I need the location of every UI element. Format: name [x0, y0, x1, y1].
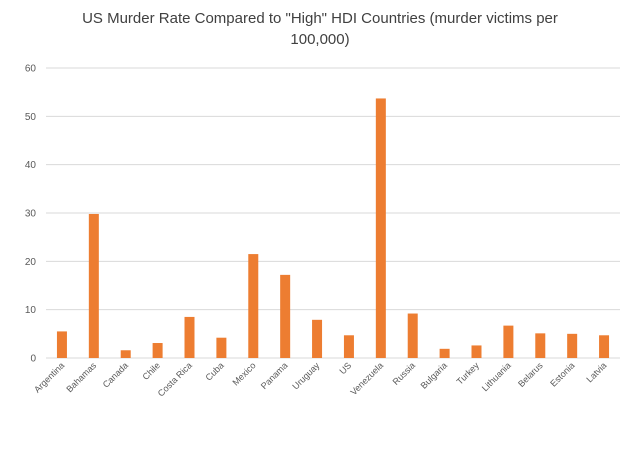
bar-argentina: [56, 331, 67, 358]
bar-turkey: [471, 345, 482, 358]
x-tick-label: Estonia: [548, 360, 576, 388]
x-tick-label: Russia: [391, 360, 418, 387]
y-tick-label: 60: [25, 64, 37, 75]
x-tick-label: Belarus: [516, 360, 545, 389]
y-axis-tick-labels: 0 10 20 30 40 50 60: [25, 64, 37, 365]
x-tick-label: Bulgaria: [419, 360, 449, 390]
bar-bahamas: [88, 213, 99, 358]
x-tick-label: Mexico: [230, 360, 257, 387]
x-tick-label: Argentina: [32, 360, 66, 394]
bar-venezuela: [375, 98, 386, 358]
bar-belarus: [535, 333, 546, 358]
x-tick-label: Chile: [140, 360, 162, 382]
bar-uruguay: [312, 319, 323, 358]
bar-bulgaria: [439, 348, 450, 358]
bar-mexico: [248, 254, 259, 358]
x-tick-label: Panama: [259, 360, 290, 391]
x-tick-label: Costa Rica: [156, 360, 194, 398]
bar-chile: [152, 343, 163, 358]
x-tick-label: Cuba: [204, 360, 226, 382]
bar-estonia: [567, 333, 578, 358]
bar-costa-rica: [184, 316, 195, 358]
x-tick-label: US: [337, 360, 353, 376]
bar-panama: [280, 274, 291, 358]
y-tick-label: 10: [25, 305, 37, 316]
bar-us: [343, 335, 354, 358]
bar-russia: [407, 313, 418, 358]
bars: [56, 98, 610, 358]
x-tick-label: Bahamas: [64, 360, 98, 394]
x-tick-label: Uruguay: [290, 360, 321, 391]
y-tick-label: 40: [25, 160, 37, 171]
y-tick-label: 30: [25, 209, 37, 220]
x-tick-label: Canada: [101, 360, 130, 389]
bar-cuba: [216, 337, 227, 358]
x-tick-label: Latvia: [584, 360, 608, 384]
x-tick-label: Venezuela: [348, 360, 385, 397]
chart-title: US Murder Rate Compared to "High" HDI Co…: [82, 10, 558, 48]
bar-canada: [120, 350, 131, 358]
y-tick-label: 0: [30, 354, 36, 365]
bar-lithuania: [503, 325, 514, 358]
y-tick-label: 20: [25, 257, 37, 268]
x-tick-label: Turkey: [455, 360, 482, 387]
gridlines: [46, 67, 620, 359]
x-tick-label: Lithuania: [480, 360, 513, 393]
bar-latvia: [599, 335, 610, 358]
y-tick-label: 50: [25, 112, 37, 123]
